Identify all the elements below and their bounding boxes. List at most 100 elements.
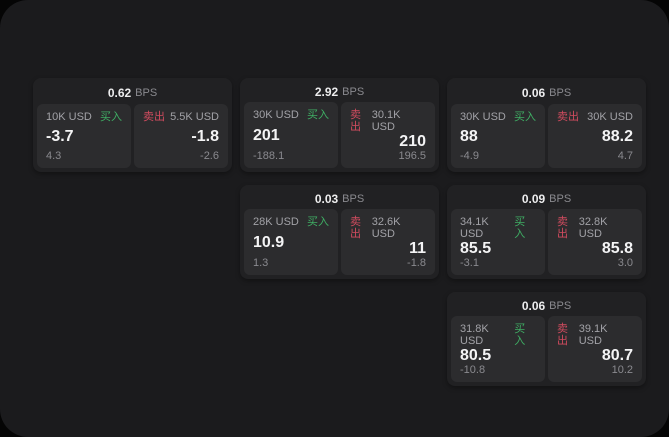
buy-sub-value: -4.9 bbox=[460, 150, 479, 162]
buy-price-value: -3.7 bbox=[46, 128, 74, 145]
sell-sub-value: 3.0 bbox=[617, 257, 633, 269]
sell-panel-header: 卖出 39.1K USD bbox=[557, 323, 633, 347]
buy-panel-header: 30K USD 买入 bbox=[460, 111, 536, 123]
sell-sub-value: -2.6 bbox=[200, 150, 219, 162]
sell-panel-header: 卖出 5.5K USD bbox=[143, 111, 219, 123]
card-body: 30K USD 买入 201 -188.1 卖出 30.1K USD 210 1… bbox=[244, 102, 435, 168]
sell-price-value: 11 bbox=[409, 240, 426, 257]
bps-value: 2.92 bbox=[314, 85, 339, 99]
sell-sub-value: 10.2 bbox=[611, 364, 633, 376]
bps-unit-label: BPS bbox=[342, 193, 365, 205]
sell-amount-label: 32.8K USD bbox=[578, 216, 608, 240]
quote-card: 2.92 BPS 30K USD 买入 201 -188.1 卖出 30.1K … bbox=[240, 78, 439, 172]
sell-amount-label: 5.5K USD bbox=[170, 111, 219, 123]
buy-sub-value: -3.1 bbox=[460, 257, 479, 269]
buy-amount-label: 10K USD bbox=[46, 111, 92, 123]
buy-panel-header: 34.1K USD 买入 bbox=[460, 216, 536, 240]
sell-panel-header: 卖出 30.1K USD bbox=[350, 109, 426, 133]
buy-amount-label: 34.1K USD bbox=[460, 216, 489, 240]
card-header-bps: 0.06 BPS bbox=[451, 296, 642, 316]
buy-sub-value: -10.8 bbox=[460, 364, 486, 376]
sell-sub-value: 4.7 bbox=[617, 150, 633, 162]
sell-side-label: 卖出 bbox=[143, 111, 165, 123]
quote-card: 0.06 BPS 31.8K USD 买入 80.5 -10.8 卖出 39.1… bbox=[447, 292, 646, 386]
quote-card: 0.62 BPS 10K USD 买入 -3.7 4.3 卖出 5.5K USD… bbox=[33, 78, 232, 172]
card-header-bps: 0.06 BPS bbox=[451, 82, 642, 104]
bps-value: 0.06 bbox=[521, 86, 546, 100]
card-header-bps: 0.09 BPS bbox=[451, 189, 642, 209]
bps-unit-label: BPS bbox=[342, 86, 365, 98]
sell-side-label: 卖出 bbox=[557, 323, 568, 347]
sell-panel-header: 卖出 32.8K USD bbox=[557, 216, 633, 240]
sell-price-value: 80.7 bbox=[601, 347, 633, 364]
buy-amount-label: 28K USD bbox=[253, 216, 299, 228]
sell-panel-header: 卖出 32.6K USD bbox=[350, 216, 426, 240]
card-body: 30K USD 买入 88 -4.9 卖出 30K USD 88.2 4.7 bbox=[451, 104, 642, 168]
buy-sub-value: -188.1 bbox=[253, 150, 285, 162]
buy-quote-panel[interactable]: 10K USD 买入 -3.7 4.3 bbox=[37, 104, 131, 168]
bps-value: 0.09 bbox=[521, 192, 546, 206]
buy-quote-panel[interactable]: 34.1K USD 买入 85.5 -3.1 bbox=[451, 209, 545, 275]
card-header-bps: 0.62 BPS bbox=[37, 82, 228, 104]
sell-quote-panel[interactable]: 卖出 30.1K USD 210 196.5 bbox=[341, 102, 435, 168]
sell-sub-value: 196.5 bbox=[398, 150, 426, 162]
sell-price-value: 88.2 bbox=[601, 128, 633, 145]
buy-side-label: 买入 bbox=[307, 109, 329, 121]
buy-side-label: 买入 bbox=[100, 111, 122, 123]
quote-cards-grid: 0.62 BPS 10K USD 买入 -3.7 4.3 卖出 5.5K USD… bbox=[33, 78, 646, 386]
bps-value: 0.62 bbox=[107, 86, 132, 100]
buy-sub-value: 1.3 bbox=[253, 257, 269, 269]
sell-side-label: 卖出 bbox=[350, 216, 361, 240]
buy-price-value: 85.5 bbox=[460, 240, 492, 257]
buy-panel-header: 28K USD 买入 bbox=[253, 216, 329, 228]
buy-price-value: 88 bbox=[460, 128, 478, 145]
sell-side-label: 卖出 bbox=[350, 109, 361, 133]
buy-quote-panel[interactable]: 28K USD 买入 10.9 1.3 bbox=[244, 209, 338, 275]
sell-amount-label: 30K USD bbox=[587, 111, 633, 123]
buy-quote-panel[interactable]: 30K USD 买入 88 -4.9 bbox=[451, 104, 545, 168]
sell-quote-panel[interactable]: 卖出 5.5K USD -1.8 -2.6 bbox=[134, 104, 228, 168]
buy-side-label: 买入 bbox=[307, 216, 329, 228]
quote-card: 0.09 BPS 34.1K USD 买入 85.5 -3.1 卖出 32.8K… bbox=[447, 185, 646, 279]
buy-amount-label: 30K USD bbox=[253, 109, 299, 121]
card-header-bps: 0.03 BPS bbox=[244, 189, 435, 209]
buy-price-value: 80.5 bbox=[460, 347, 492, 364]
sell-price-value: 210 bbox=[399, 133, 426, 150]
card-header-bps: 2.92 BPS bbox=[244, 82, 435, 102]
sell-amount-label: 39.1K USD bbox=[578, 323, 608, 347]
sell-side-label: 卖出 bbox=[557, 111, 579, 123]
buy-panel-header: 31.8K USD 买入 bbox=[460, 323, 536, 347]
sell-quote-panel[interactable]: 卖出 39.1K USD 80.7 10.2 bbox=[548, 316, 642, 382]
sell-quote-panel[interactable]: 卖出 32.8K USD 85.8 3.0 bbox=[548, 209, 642, 275]
buy-price-value: 201 bbox=[253, 127, 280, 144]
sell-side-label: 卖出 bbox=[557, 216, 568, 240]
buy-quote-panel[interactable]: 30K USD 买入 201 -188.1 bbox=[244, 102, 338, 168]
card-body: 31.8K USD 买入 80.5 -10.8 卖出 39.1K USD 80.… bbox=[451, 316, 642, 382]
card-body: 28K USD 买入 10.9 1.3 卖出 32.6K USD 11 -1.8 bbox=[244, 209, 435, 275]
sell-amount-label: 32.6K USD bbox=[371, 216, 401, 240]
buy-price-value: 10.9 bbox=[253, 234, 285, 251]
sell-panel-header: 卖出 30K USD bbox=[557, 111, 633, 123]
card-body: 34.1K USD 买入 85.5 -3.1 卖出 32.8K USD 85.8… bbox=[451, 209, 642, 275]
quote-card: 0.03 BPS 28K USD 买入 10.9 1.3 卖出 32.6K US… bbox=[240, 185, 439, 279]
bps-unit-label: BPS bbox=[549, 300, 572, 312]
card-body: 10K USD 买入 -3.7 4.3 卖出 5.5K USD -1.8 -2.… bbox=[37, 104, 228, 168]
buy-amount-label: 30K USD bbox=[460, 111, 506, 123]
quote-card: 0.06 BPS 30K USD 买入 88 -4.9 卖出 30K USD 8… bbox=[447, 78, 646, 172]
buy-panel-header: 10K USD 买入 bbox=[46, 111, 122, 123]
buy-amount-label: 31.8K USD bbox=[460, 323, 489, 347]
bps-unit-label: BPS bbox=[549, 87, 572, 99]
buy-side-label: 买入 bbox=[514, 111, 536, 123]
buy-panel-header: 30K USD 买入 bbox=[253, 109, 329, 121]
sell-amount-label: 30.1K USD bbox=[371, 109, 401, 133]
buy-side-label: 买入 bbox=[514, 216, 526, 240]
buy-quote-panel[interactable]: 31.8K USD 买入 80.5 -10.8 bbox=[451, 316, 545, 382]
buy-sub-value: 4.3 bbox=[46, 150, 62, 162]
bps-unit-label: BPS bbox=[135, 87, 158, 99]
sell-quote-panel[interactable]: 卖出 30K USD 88.2 4.7 bbox=[548, 104, 642, 168]
sell-price-value: 85.8 bbox=[601, 240, 633, 257]
buy-side-label: 买入 bbox=[514, 323, 526, 347]
sell-quote-panel[interactable]: 卖出 32.6K USD 11 -1.8 bbox=[341, 209, 435, 275]
bps-value: 0.06 bbox=[521, 299, 546, 313]
